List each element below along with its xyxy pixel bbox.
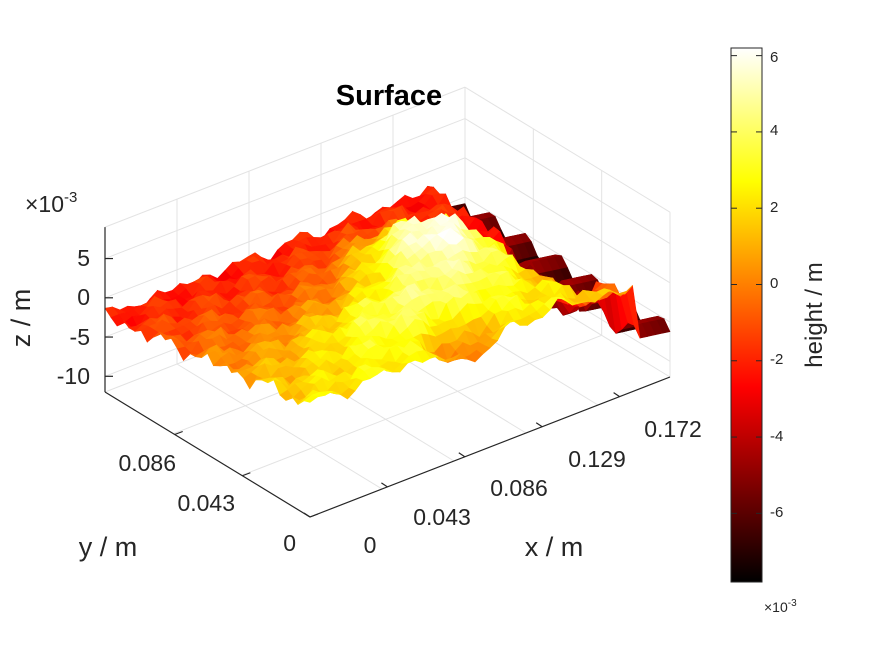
x-tick-label: 0.086 [490, 475, 548, 501]
x-tick-label: 0 [364, 532, 377, 558]
colorbar-multiplier: ×10-3 [764, 598, 797, 615]
x-tick-label: 0.172 [644, 416, 702, 442]
x-tick-label: 0.043 [413, 504, 471, 530]
chart-title: Surface [336, 80, 442, 112]
colorbar-tick-label: 6 [770, 49, 778, 66]
x-tick-label: 0.129 [568, 446, 626, 472]
colorbar-tick-label: -6 [770, 504, 783, 521]
colorbar [730, 47, 763, 583]
axes-lines [104, 227, 671, 518]
y-tick-label: 0.043 [177, 490, 235, 516]
colorbar-tick-label: 4 [770, 122, 778, 139]
z-axis-label: z / m [6, 289, 36, 348]
colorbar-ticks [731, 55, 762, 514]
z-tick-label: 0 [77, 284, 90, 310]
colorbar-tick-label: 2 [770, 199, 778, 216]
y-tick-label: 0.086 [118, 450, 176, 476]
z-axis-multiplier: ×10-3 [25, 189, 77, 217]
colorbar-tick-label: 0 [770, 275, 778, 292]
x-axis-label: x / m [525, 532, 584, 562]
z-tick-label: -10 [57, 363, 90, 389]
surface-mesh [104, 185, 671, 406]
surface-patch [303, 394, 319, 403]
z-tick-label: -5 [70, 324, 90, 350]
colorbar-label: height / m [801, 262, 828, 367]
y-tick-label: 0 [283, 530, 296, 556]
colorbar-tick-label: -4 [770, 428, 783, 445]
y-axis-label: y / m [79, 532, 138, 562]
colorbar-tick-label: -2 [770, 351, 783, 368]
z-tick-label: 5 [77, 245, 90, 271]
